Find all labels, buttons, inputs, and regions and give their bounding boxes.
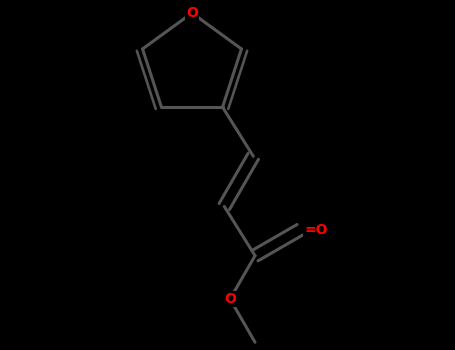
- Text: =O: =O: [304, 223, 328, 237]
- Text: O: O: [186, 6, 198, 20]
- Text: O: O: [224, 292, 236, 306]
